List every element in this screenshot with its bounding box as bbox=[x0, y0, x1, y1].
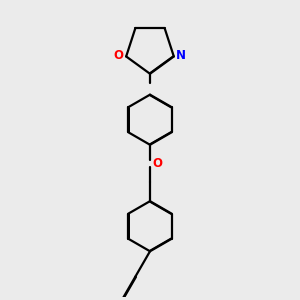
Text: O: O bbox=[152, 157, 163, 170]
Text: N: N bbox=[176, 49, 186, 62]
Text: O: O bbox=[114, 49, 124, 62]
